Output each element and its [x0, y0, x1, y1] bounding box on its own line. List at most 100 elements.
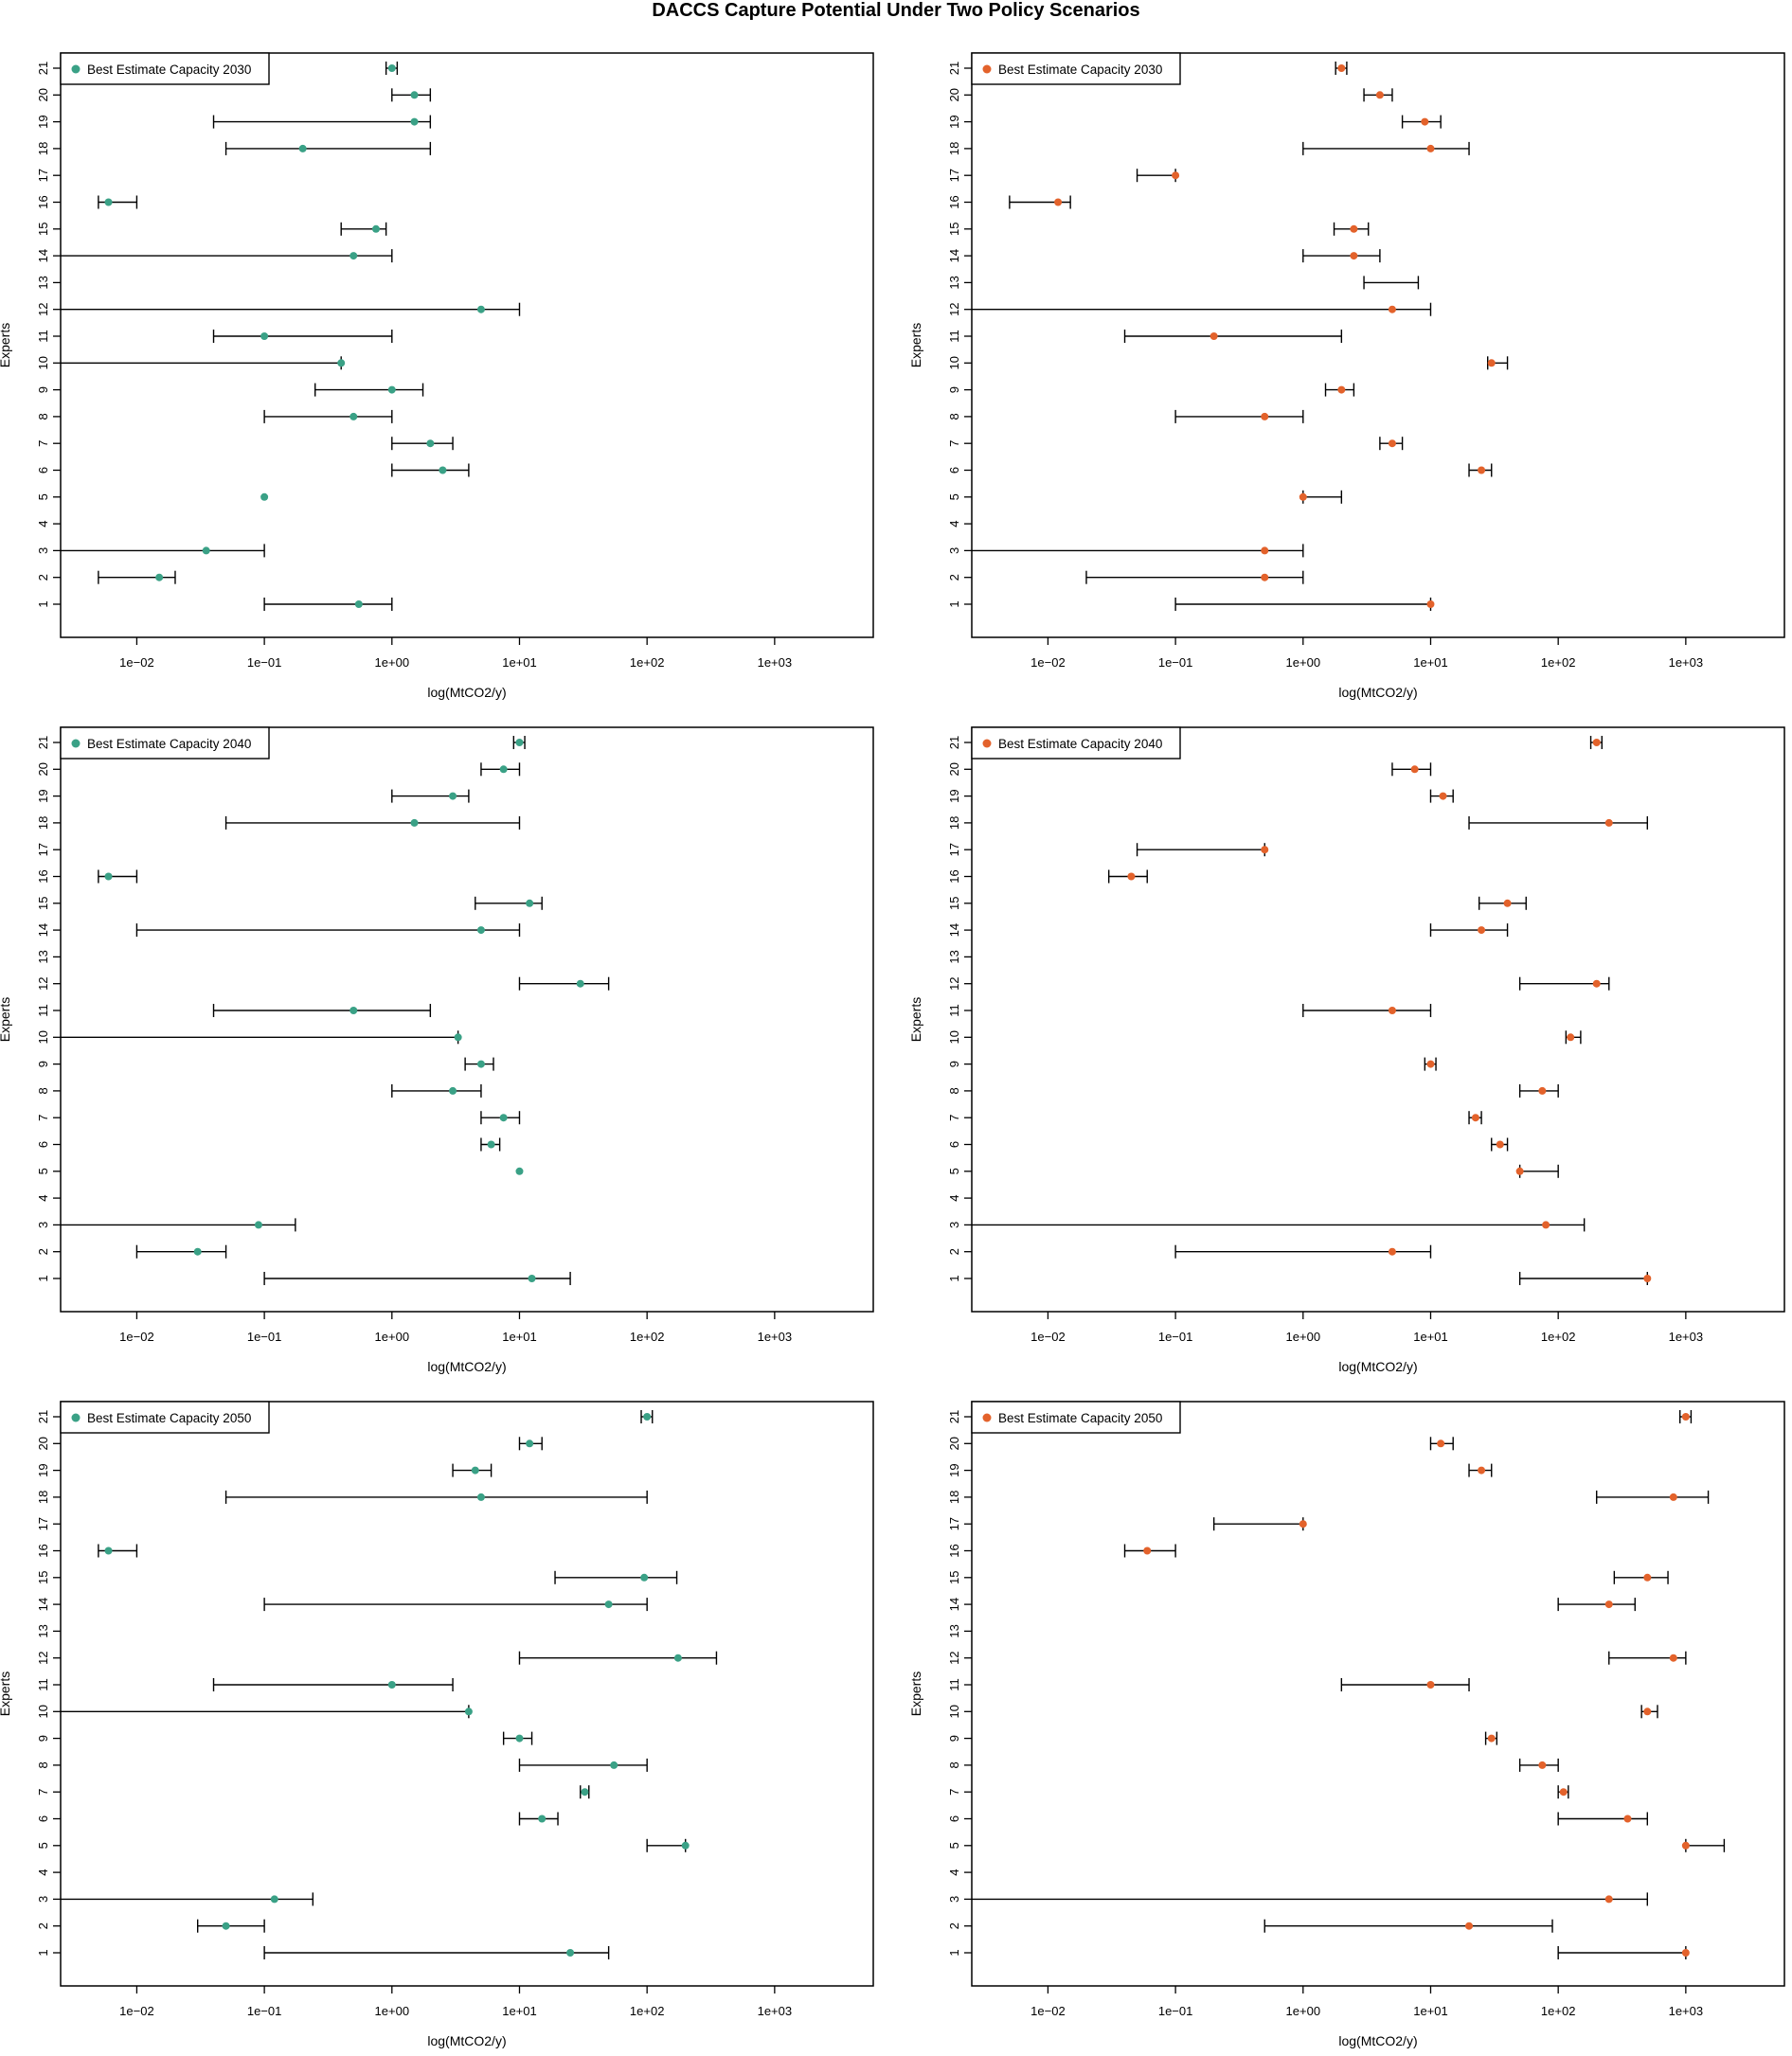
estimate-point: [1681, 1841, 1690, 1850]
y-tick-label: 10: [947, 1030, 961, 1044]
y-tick-label: 2: [36, 574, 50, 581]
estimate-point: [193, 1247, 202, 1256]
y-tick-label: 9: [36, 386, 50, 393]
estimate-point: [1538, 1761, 1547, 1769]
y-tick-label: 18: [36, 142, 50, 155]
legend-box: [60, 52, 270, 85]
legend-box: [971, 1401, 1181, 1434]
y-tick-label: 17: [947, 843, 961, 856]
y-tick-label: 11: [36, 330, 50, 343]
x-tick-label: 1e+00: [1286, 655, 1321, 670]
y-tick-label: 17: [36, 169, 50, 182]
y-tick-label: 17: [947, 169, 961, 182]
estimate-point: [499, 765, 508, 774]
legend-box: [971, 726, 1181, 760]
y-tick-label: 8: [947, 413, 961, 420]
y-tick-label: 3: [947, 1896, 961, 1903]
estimate-point: [476, 926, 485, 935]
estimate-point: [566, 1949, 575, 1957]
y-tick-label: 21: [947, 1410, 961, 1423]
plot-frame: [60, 52, 874, 638]
estimate-point: [1669, 1654, 1677, 1662]
estimate-point: [643, 1413, 652, 1421]
estimate-point: [1487, 359, 1496, 367]
y-tick-label: 12: [947, 302, 961, 315]
legend-box: [971, 52, 1181, 85]
x-tick-label: 1e−02: [1030, 1330, 1066, 1344]
x-tick-label: 1e+02: [630, 655, 665, 670]
estimate-point: [349, 1007, 358, 1014]
y-tick-label: 15: [36, 897, 50, 910]
estimate-point: [1388, 1007, 1396, 1014]
y-tick-label: 5: [947, 493, 961, 500]
x-axis-label: log(MtCO2/y): [1338, 685, 1417, 700]
estimate-point: [222, 1922, 230, 1930]
estimate-point: [410, 117, 419, 126]
y-tick-label: 8: [36, 413, 50, 420]
y-tick-label: 18: [947, 1491, 961, 1504]
estimate-point: [1426, 1681, 1435, 1689]
x-tick-label: 1e+00: [375, 1330, 410, 1344]
y-tick-label: 1: [36, 600, 50, 607]
y-axis-label: Experts: [0, 323, 12, 367]
estimate-point: [1388, 439, 1396, 448]
legend-label: Best Estimate Capacity 2040: [998, 737, 1162, 751]
y-tick-label: 6: [36, 1141, 50, 1148]
estimate-point: [155, 573, 164, 581]
x-tick-label: 1e+03: [1669, 1330, 1704, 1344]
y-tick-label: 3: [36, 547, 50, 554]
y-tick-label: 1: [36, 1275, 50, 1281]
y-tick-label: 19: [947, 789, 961, 802]
y-tick-label: 8: [36, 1087, 50, 1094]
y-axis-label: Experts: [0, 997, 12, 1042]
estimate-point: [1623, 1815, 1632, 1823]
estimate-point: [1261, 412, 1269, 420]
legend-label: Best Estimate Capacity 2050: [998, 1411, 1162, 1425]
estimate-point: [439, 466, 447, 474]
y-tick-label: 18: [36, 816, 50, 830]
x-tick-label: 1e+02: [630, 1330, 665, 1344]
y-tick-label: 13: [36, 276, 50, 289]
y-tick-label: 2: [36, 1248, 50, 1255]
y-tick-label: 21: [36, 736, 50, 749]
y-tick-label: 18: [947, 142, 961, 155]
y-tick-label: 13: [947, 1624, 961, 1637]
y-tick-label: 10: [947, 356, 961, 369]
estimate-point: [298, 144, 307, 152]
estimate-point: [1439, 792, 1447, 800]
estimate-point: [1426, 1060, 1435, 1068]
y-tick-label: 1: [36, 1949, 50, 1956]
y-tick-label: 1: [947, 1275, 961, 1281]
y-tick-label: 7: [36, 1789, 50, 1796]
estimate-point: [449, 1086, 457, 1095]
y-tick-label: 16: [947, 869, 961, 883]
y-tick-label: 14: [947, 1598, 961, 1611]
estimate-point: [1421, 117, 1429, 126]
estimate-point: [410, 91, 419, 99]
y-tick-label: 5: [36, 1168, 50, 1174]
estimate-point: [464, 1707, 473, 1716]
x-axis-label: log(MtCO2/y): [427, 685, 506, 700]
estimate-point: [576, 979, 584, 988]
y-tick-label: 9: [36, 1061, 50, 1067]
y-tick-label: 5: [36, 1842, 50, 1849]
estimate-point: [610, 1761, 618, 1769]
x-tick-label: 1e+00: [1286, 2004, 1321, 2018]
legend-label: Best Estimate Capacity 2050: [87, 1411, 251, 1425]
panel-2030-green: 1e−02 1e−01 1e+00 1e+01 1e+02 1e+031234567891…: [0, 52, 874, 700]
y-tick-label: 5: [947, 1842, 961, 1849]
y-tick-label: 4: [36, 1194, 50, 1201]
y-tick-label: 2: [947, 1922, 961, 1929]
y-tick-label: 6: [947, 1815, 961, 1822]
estimate-point: [1465, 1922, 1474, 1930]
y-tick-label: 8: [947, 1087, 961, 1094]
y-tick-label: 15: [947, 897, 961, 910]
estimate-point: [202, 546, 210, 555]
estimate-point: [387, 64, 396, 72]
x-tick-label: 1e−02: [119, 1330, 154, 1344]
estimate-point: [515, 739, 524, 746]
y-axis-label: Experts: [908, 1672, 923, 1716]
estimate-point: [471, 1466, 479, 1475]
y-tick-label: 15: [36, 1571, 50, 1584]
estimate-point: [449, 792, 457, 800]
